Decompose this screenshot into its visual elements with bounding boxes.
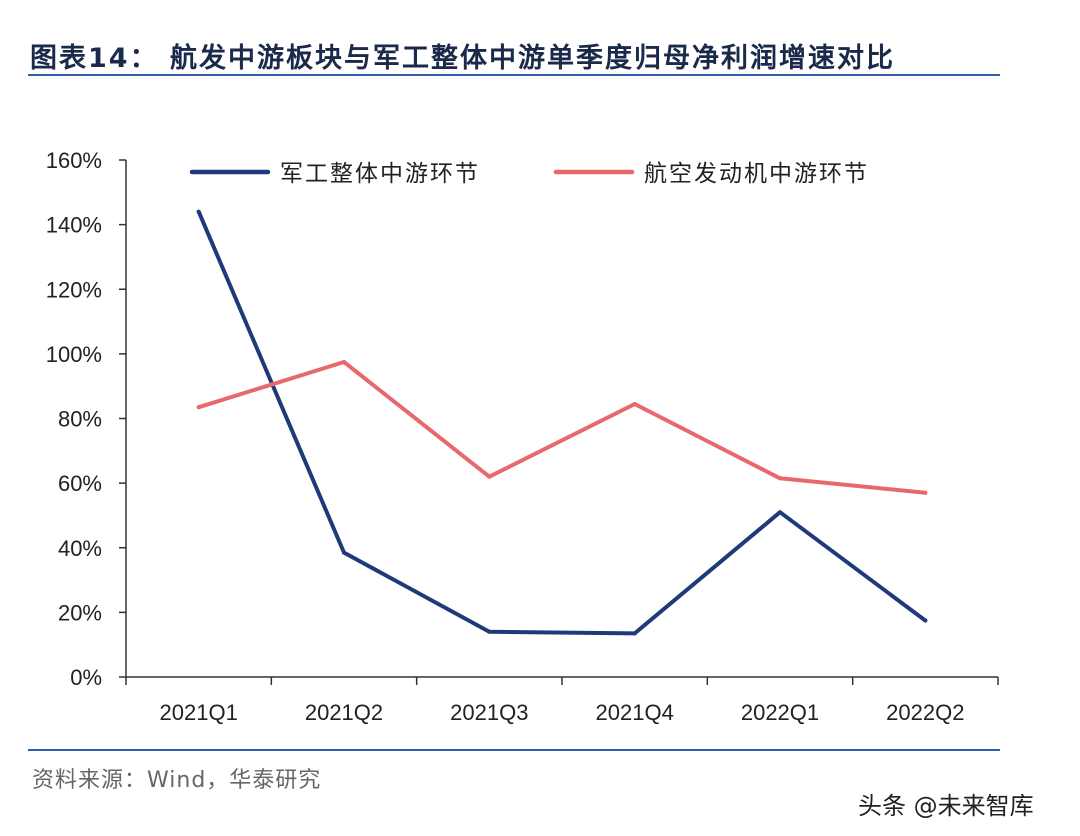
legend-label-2: 航空发动机中游环节	[644, 161, 869, 187]
y-tick-label: 100%	[46, 342, 102, 367]
source-note: 资料来源：Wind，华泰研究	[32, 768, 322, 793]
x-tick-label: 2022Q1	[741, 700, 819, 725]
y-tick-label: 0%	[70, 665, 102, 690]
series-lines	[196, 209, 928, 636]
series-1-point	[923, 618, 928, 623]
y-axis-ticks: 0% 20% 40% 60% 80% 100% 120% 140% 160%	[46, 148, 126, 690]
x-tick-label: 2021Q2	[305, 700, 383, 725]
y-tick-label: 120%	[46, 277, 102, 302]
x-tick-label: 2021Q1	[160, 700, 238, 725]
footer-divider	[28, 749, 1000, 751]
series-2-point	[487, 474, 492, 479]
y-tick-label: 20%	[58, 600, 102, 625]
y-tick-label: 80%	[58, 407, 102, 432]
series-1-point	[778, 510, 782, 515]
series-1-point	[487, 629, 492, 634]
series-line-2	[196, 360, 928, 495]
series-1-point	[632, 631, 637, 636]
legend: 军工整体中游环节 航空发动机中游环节	[189, 161, 869, 187]
series-1-point	[196, 209, 201, 214]
series-2-point	[196, 405, 201, 410]
axes	[125, 160, 998, 678]
series-2-point	[923, 490, 928, 495]
chart-title: 图表14： 航发中游板块与军工整体中游单季度归母净利润增速对比	[30, 43, 895, 74]
y-tick-label: 60%	[58, 471, 102, 496]
series-2-point	[342, 359, 346, 364]
y-tick-label: 140%	[46, 213, 102, 238]
series-line-1	[196, 209, 928, 636]
y-tick-label: 40%	[58, 536, 102, 561]
watermark: 头条 @未来智库	[858, 792, 1034, 820]
x-tick-label: 2021Q3	[450, 700, 528, 725]
legend-label-1: 军工整体中游环节	[280, 161, 480, 187]
series-2-point	[632, 401, 637, 406]
x-axis-ticks: 2021Q1 2021Q2 2021Q3 2021Q4 2022Q1 2022Q2	[125, 677, 999, 725]
x-tick-label: 2021Q4	[596, 700, 674, 725]
title-divider	[28, 74, 1000, 76]
series-1-point	[342, 550, 346, 555]
series-2-point	[778, 476, 782, 481]
y-tick-label: 160%	[46, 148, 102, 173]
x-tick-label: 2022Q2	[886, 700, 964, 725]
